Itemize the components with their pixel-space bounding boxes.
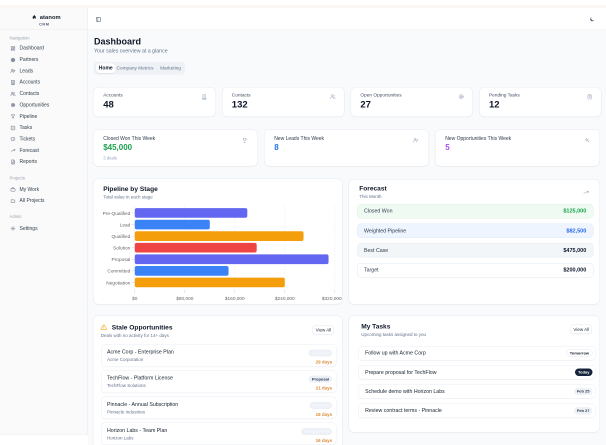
svg-text:$320,000: $320,000: [322, 296, 342, 302]
svg-text:$240,000: $240,000: [275, 296, 295, 302]
svg-text:Lead: Lead: [120, 222, 131, 228]
svg-text:Committed: Committed: [108, 269, 131, 275]
svg-text:Proposal: Proposal: [112, 257, 131, 263]
svg-text:Negotiation: Negotiation: [106, 280, 130, 286]
svg-text:$0: $0: [132, 296, 138, 302]
svg-text:$80,000: $80,000: [176, 296, 194, 302]
svg-text:Solution: Solution: [113, 246, 131, 252]
svg-text:$160,000: $160,000: [225, 296, 245, 302]
svg-text:Qualified: Qualified: [112, 234, 131, 240]
svg-text:Pre-Qualified: Pre-Qualified: [103, 211, 131, 217]
